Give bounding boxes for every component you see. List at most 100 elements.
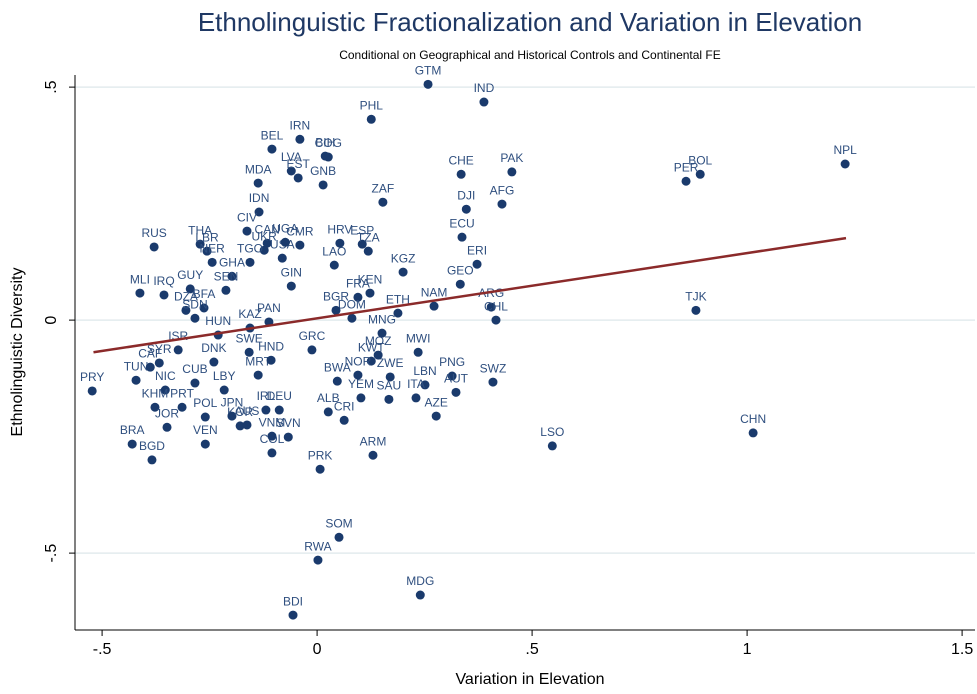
point <box>472 259 482 269</box>
point <box>691 305 701 315</box>
point <box>315 464 325 474</box>
point-label: PHL <box>360 98 384 112</box>
point <box>207 257 217 267</box>
point <box>127 439 137 449</box>
point <box>415 590 425 600</box>
point-label: POL <box>193 396 217 410</box>
point <box>385 372 395 382</box>
point-label: IDN <box>249 191 270 205</box>
point <box>87 386 97 396</box>
point <box>190 378 200 388</box>
point <box>159 290 169 300</box>
point-label: SOM <box>325 516 352 530</box>
point <box>242 420 252 430</box>
point-label: ALB <box>317 391 340 405</box>
point <box>456 169 466 179</box>
point <box>353 370 363 380</box>
point-label: NIC <box>155 369 176 383</box>
point <box>547 441 557 451</box>
point-label: NOR <box>345 354 372 368</box>
point <box>209 357 219 367</box>
point-label: BOL <box>688 153 712 167</box>
point-label: MRT <box>245 354 271 368</box>
point <box>262 238 272 248</box>
point-label: SWZ <box>480 361 507 375</box>
point <box>235 421 245 431</box>
point <box>202 246 212 256</box>
point <box>447 371 457 381</box>
point <box>277 253 287 263</box>
point <box>150 402 160 412</box>
point-label: PER <box>674 160 699 174</box>
x-axis-title: Variation in Elevation <box>455 671 604 688</box>
point-label: CHN <box>740 412 766 426</box>
point <box>200 439 210 449</box>
point-label: GIN <box>281 265 302 279</box>
point-label: DOM <box>338 297 366 311</box>
y-tick-label: -.5 <box>43 544 60 563</box>
point <box>347 313 357 323</box>
point <box>244 347 254 357</box>
point <box>488 377 498 387</box>
point-label: ERI <box>467 243 487 257</box>
point-label: ESP <box>350 223 374 237</box>
x-tick-label: .5 <box>525 641 538 658</box>
point-label: HUN <box>205 314 231 328</box>
point <box>378 197 388 207</box>
point <box>695 169 705 179</box>
point <box>335 238 345 248</box>
point <box>221 285 231 295</box>
point-label: KGZ <box>391 251 416 265</box>
point-label: PRY <box>80 370 104 384</box>
point <box>227 271 237 281</box>
point-label: SWE <box>235 331 262 345</box>
point-label: SDN <box>182 297 207 311</box>
point-label: CMR <box>286 224 314 238</box>
point-label: HND <box>258 339 284 353</box>
point-label: GTM <box>415 63 442 77</box>
point <box>295 240 305 250</box>
point-label: BWA <box>324 360 351 374</box>
point-label: CHL <box>484 299 508 313</box>
point <box>131 375 141 385</box>
point <box>398 267 408 277</box>
point-label: AZE <box>425 395 448 409</box>
point <box>274 405 284 415</box>
point-label: LSO <box>540 425 564 439</box>
point <box>283 432 293 442</box>
point <box>413 347 423 357</box>
point <box>491 315 501 325</box>
point <box>147 455 157 465</box>
point-label: CAF <box>138 346 162 360</box>
point <box>384 394 394 404</box>
point-label: BDI <box>283 594 303 608</box>
point <box>377 328 387 338</box>
point-label: EST <box>287 157 311 171</box>
point-label: CIV <box>237 210 257 224</box>
point <box>267 144 277 154</box>
point <box>253 178 263 188</box>
point-label: TZA <box>357 230 380 244</box>
point-label: AUT <box>444 372 469 386</box>
point-label: AFG <box>490 183 515 197</box>
point-label: UKR <box>252 229 278 243</box>
point-label: YEM <box>348 377 374 391</box>
point <box>366 356 376 366</box>
point-label: BGR <box>323 289 349 303</box>
point <box>365 288 375 298</box>
point-label: KEN <box>358 272 383 286</box>
point <box>173 345 183 355</box>
point <box>363 246 373 256</box>
point <box>479 97 489 107</box>
point-label: JPN <box>221 395 244 409</box>
point <box>242 226 252 236</box>
point <box>195 239 205 249</box>
point-label: PNG <box>439 355 465 369</box>
point <box>331 305 341 315</box>
point <box>154 358 164 368</box>
point-label: BIH <box>315 135 335 149</box>
point <box>393 308 403 318</box>
chart-subtitle: Conditional on Geographical and Historic… <box>339 48 721 62</box>
point-label: GRC <box>299 329 326 343</box>
